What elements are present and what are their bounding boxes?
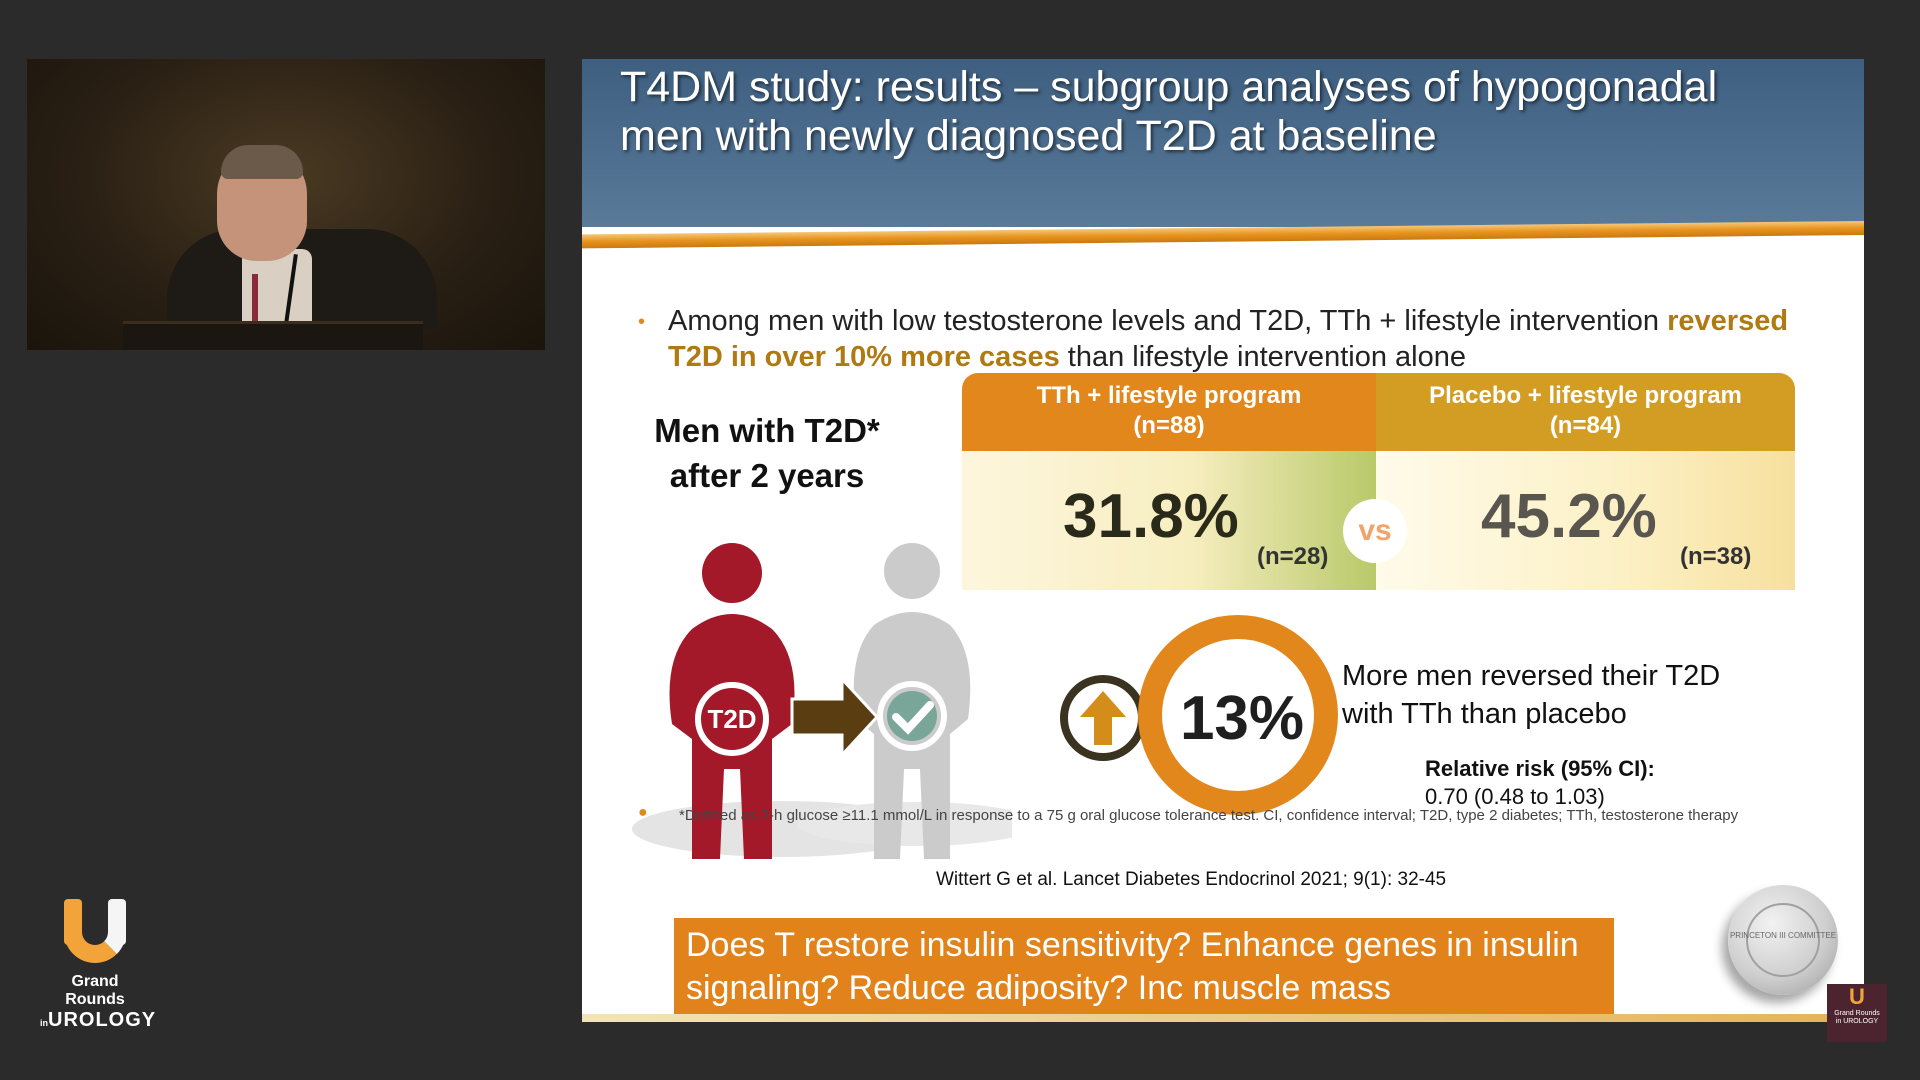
intro-highlight: reversed T2D in over 10% more cases [668,305,1789,373]
up-arrow-circle [1060,675,1146,761]
question-box: Does T restore insulin sensitivity? Enha… [674,918,1614,1018]
speaker-lanyard [252,274,258,324]
intro-text-2: than lifestyle intervention alone [1067,341,1466,373]
relative-risk-value: 0.70 (0.48 to 1.03) [1425,784,1605,809]
bullet-icon: • [638,311,646,333]
slide-header: T4DM study: results – subgroup analyses … [582,59,1864,227]
tth-title: TTh + lifestyle program [1036,382,1302,409]
vs-badge: vs [1343,499,1407,563]
tth-body: 31.8% (n=28) [962,451,1376,590]
podium [123,321,423,350]
t2d-badge: T2D [707,704,756,734]
tth-percent: 31.8% [1063,482,1239,551]
placebo-title: Placebo + lifestyle program [1429,382,1742,409]
princeton-seal-logo: PRINCETON III COMMITTEE [1728,885,1838,995]
grand-rounds-logo: Grand Rounds inUROLOGY [40,895,157,1032]
check-icon [887,691,937,741]
tth-n: (n=88) [1133,412,1205,439]
relative-risk-label: Relative risk (95% CI): [1425,756,1655,781]
mini-grand-rounds-logo: U Grand Rounds in UROLOGY [1827,984,1887,1042]
slide-bottom-line [582,1014,1864,1022]
more-men-text: More men reversed their T2D with TTh tha… [1342,660,1721,730]
placebo-percent: 45.2% [1481,482,1657,551]
presentation-slide: T4DM study: results – subgroup analyses … [582,59,1864,1022]
u-logo-icon [60,895,130,965]
speaker-hair [221,145,303,179]
speaker-video [27,59,545,350]
footnote-bullet-icon: ● [638,804,648,821]
placebo-subcount: (n=38) [1680,543,1752,570]
up-arrow-icon [1080,691,1126,745]
citation: Wittert G et al. Lancet Diabetes Endocri… [936,869,1447,890]
placebo-header: Placebo + lifestyle program (n=84) [1376,373,1795,451]
placebo-n: (n=84) [1549,412,1622,439]
placebo-body: 45.2% (n=38) [1376,451,1795,590]
intro-text-1: Among men with low testosterone levels a… [668,305,1660,337]
shadow-gray [797,802,1012,846]
footnote: *Defined as 2-h glucose ≥11.1 mmol/L in … [679,807,1739,824]
tth-subcount: (n=28) [1257,543,1329,570]
intro-bullet: Among men with low testosterone levels a… [668,303,1818,375]
logo-line1: Grand Rounds [65,973,125,1008]
right-arrow-icon [790,675,880,759]
difference-percent: 13% [1179,684,1305,753]
slide-title: T4DM study: results – subgroup analyses … [620,63,1718,160]
tth-column: TTh + lifestyle program (n=88) 31.8% (n=… [962,373,1376,590]
placebo-column: Placebo + lifestyle program (n=84) 45.2%… [1376,373,1795,590]
men-with-t2d-title: Men with T2D* after 2 years [654,412,880,494]
figure-illustration: T2D [632,543,1012,859]
t2d-person-icon [669,543,795,859]
tth-header: TTh + lifestyle program (n=88) [962,373,1376,451]
logo-line2: inUROLOGY [40,1009,157,1031]
